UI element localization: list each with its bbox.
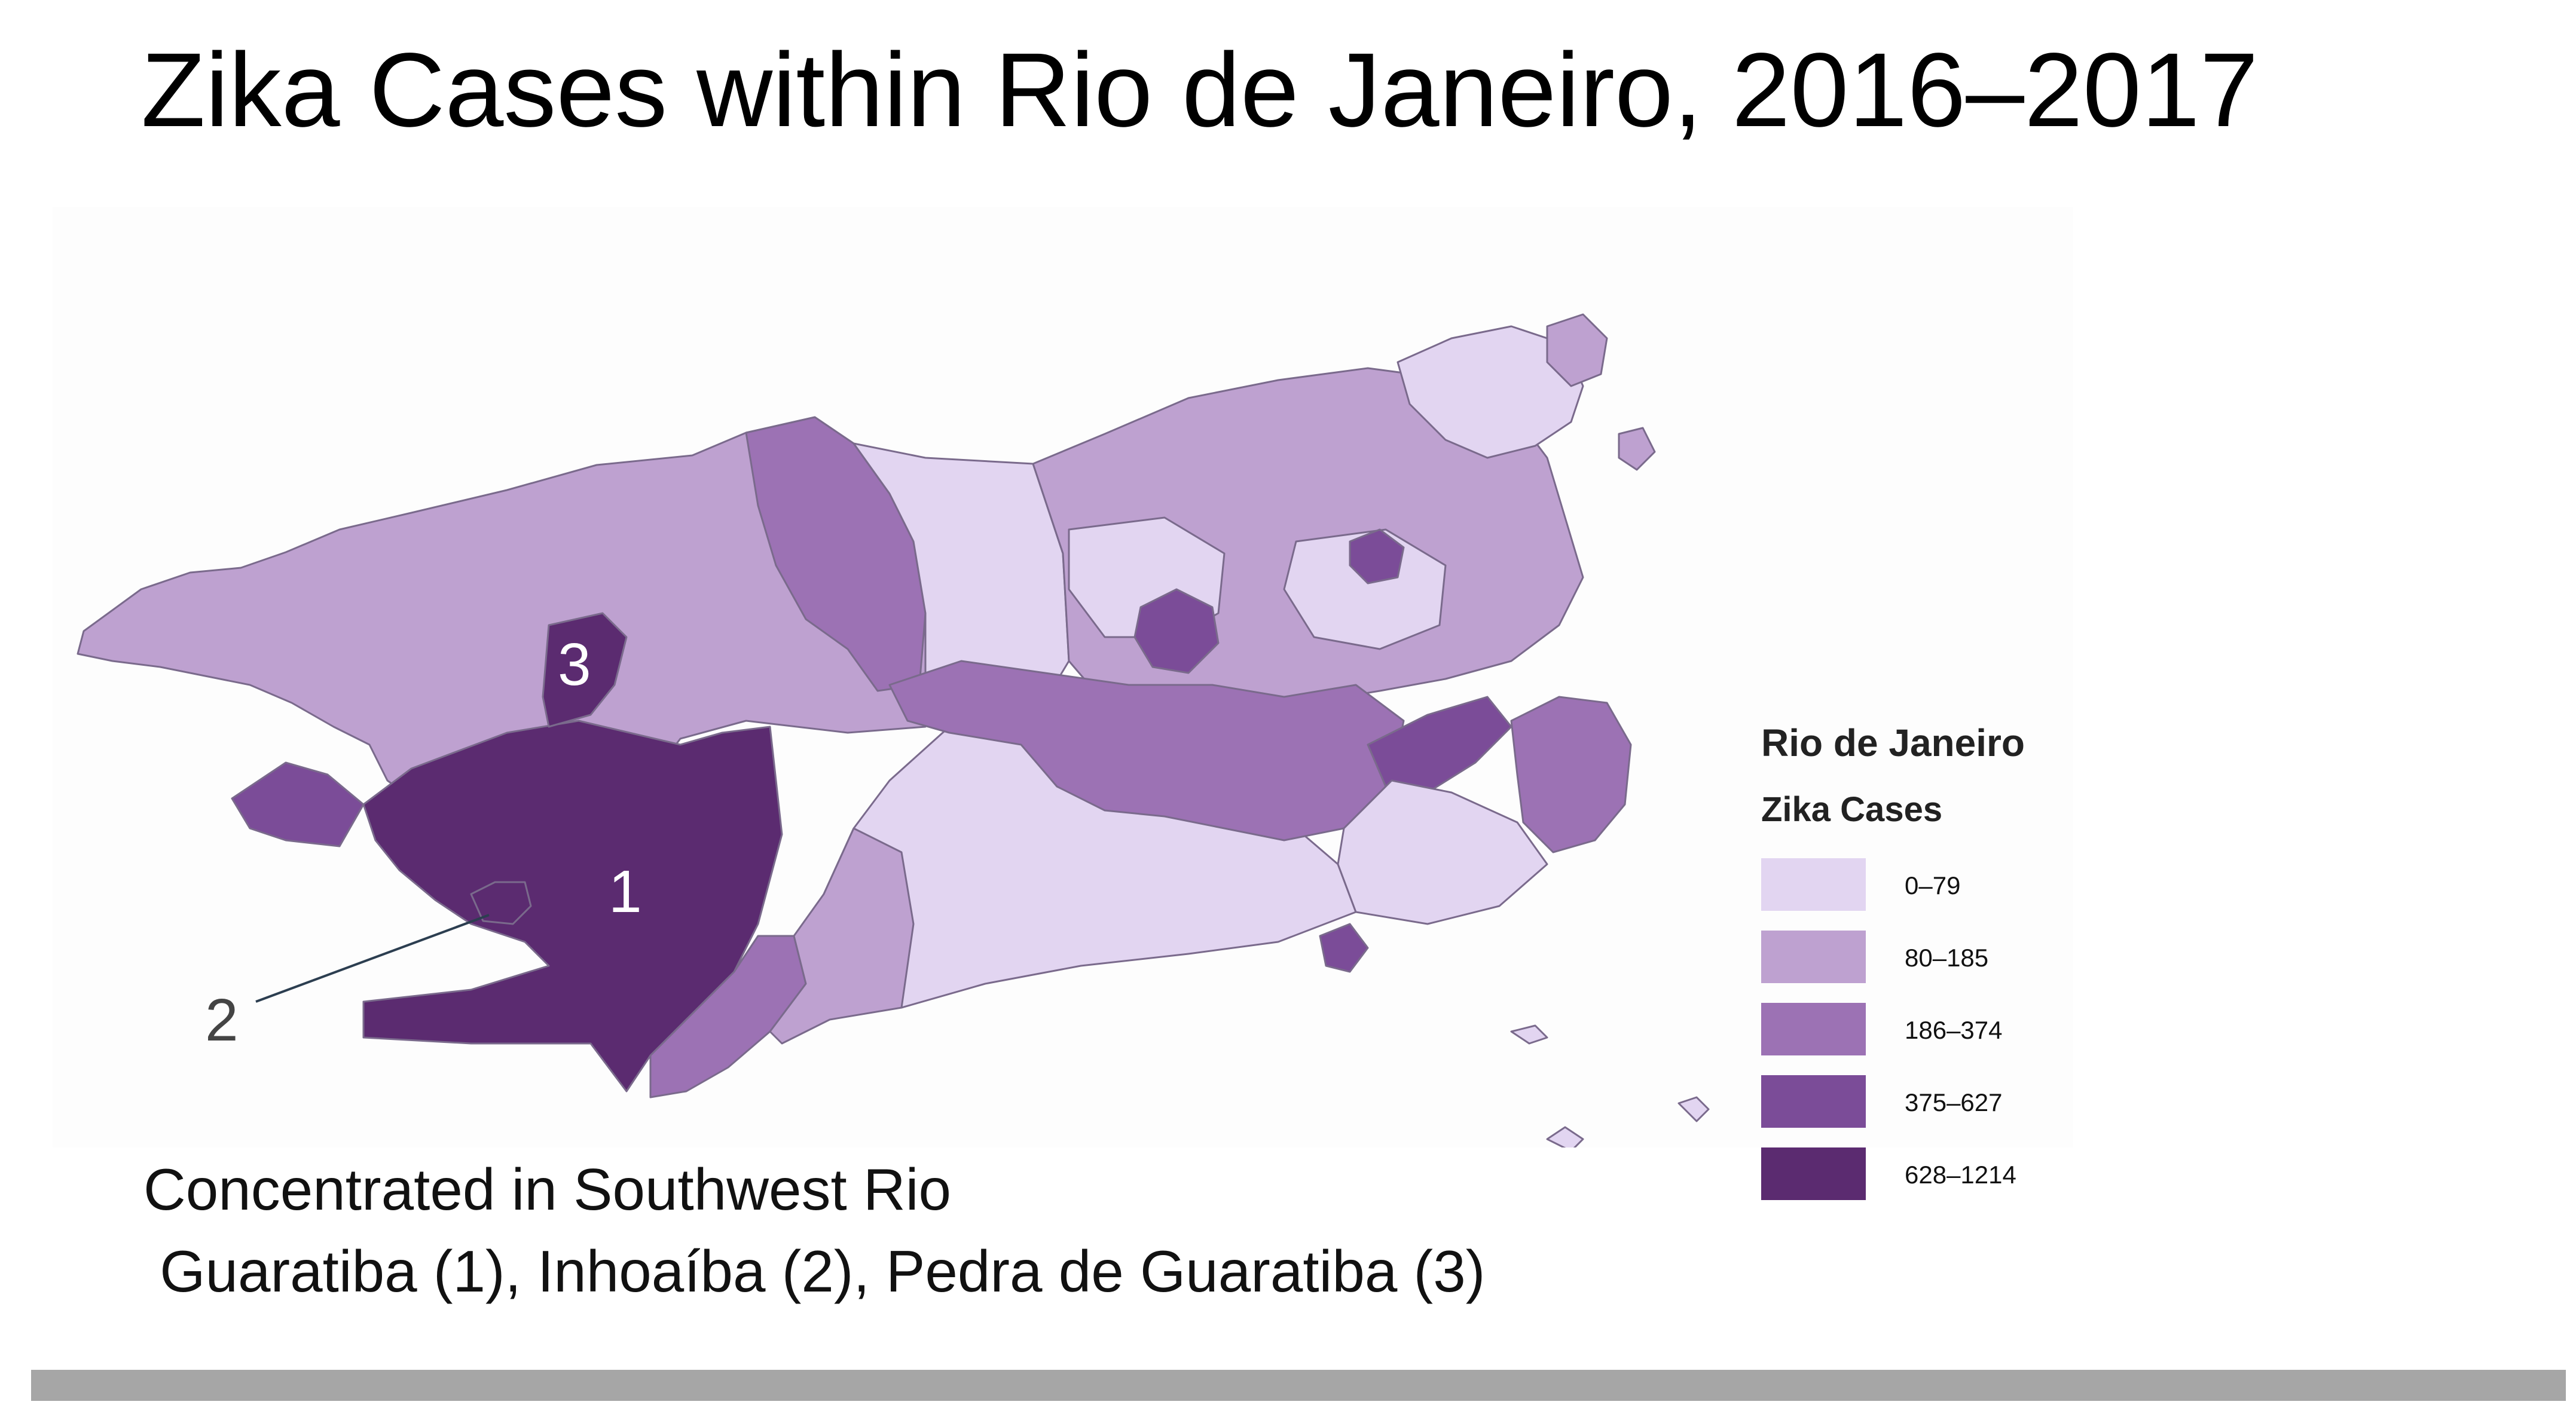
region-label-2: 2: [205, 987, 239, 1054]
callout-line: [255, 914, 490, 1003]
legend-swatch: [1761, 1075, 1866, 1128]
map-district: [769, 827, 915, 1045]
map-district: [1510, 696, 1632, 853]
legend-swatch: [1761, 1147, 1866, 1200]
map-island: [1510, 1024, 1548, 1045]
map-legend: Rio de Janeiro Zika Cases 0–79 80–185 18…: [1761, 721, 2096, 1211]
map-district: [231, 761, 365, 847]
map-district: [1546, 313, 1608, 387]
region-label-1: 1: [609, 858, 642, 925]
map-district-pedra-de-guaratiba: [542, 612, 628, 728]
choropleth-map: 1 2 3: [77, 313, 1710, 1147]
legend-label: 80–185: [1905, 944, 1989, 972]
caption-line-1: Concentrated in Southwest Rio: [143, 1156, 951, 1222]
map-district: [1618, 427, 1656, 471]
map-district: [1133, 588, 1220, 674]
map-district: [1349, 528, 1405, 584]
legend-label: 628–1214: [1905, 1161, 2016, 1189]
legend-label: 0–79: [1905, 871, 1961, 899]
legend-subtitle: Zika Cases: [1761, 790, 1943, 829]
map-district: [1319, 923, 1369, 973]
legend-swatch: [1761, 858, 1866, 911]
map-district: [1283, 528, 1447, 650]
legend-swatch: [1761, 1003, 1866, 1055]
caption: Concentrated in Southwest Rio Guaratiba …: [143, 1149, 1485, 1312]
map-district: [1337, 779, 1548, 925]
map-district: [1397, 325, 1584, 459]
caption-line-2: Guaratiba (1), Inhoaíba (2), Pedra de Gu…: [143, 1238, 1486, 1305]
legend-swatch: [1761, 931, 1866, 983]
bottom-bar: [31, 1370, 2566, 1401]
map-district-guaratiba: [362, 720, 783, 1093]
legend-label: 375–627: [1905, 1088, 2003, 1116]
slide-title: Zika Cases within Rio de Janeiro, 2016–2…: [141, 32, 2259, 149]
map-island: [1677, 1096, 1710, 1122]
legend-label: 186–374: [1905, 1016, 2003, 1044]
map-panel: 1 2 3 Rio de Janeiro Zika Cases 0–79 80–…: [53, 207, 2073, 1200]
region-label-3: 3: [558, 631, 591, 698]
map-island: [1546, 1126, 1584, 1147]
map-district-inhoaiba: [470, 881, 532, 925]
legend-title: Rio de Janeiro: [1761, 721, 2025, 764]
